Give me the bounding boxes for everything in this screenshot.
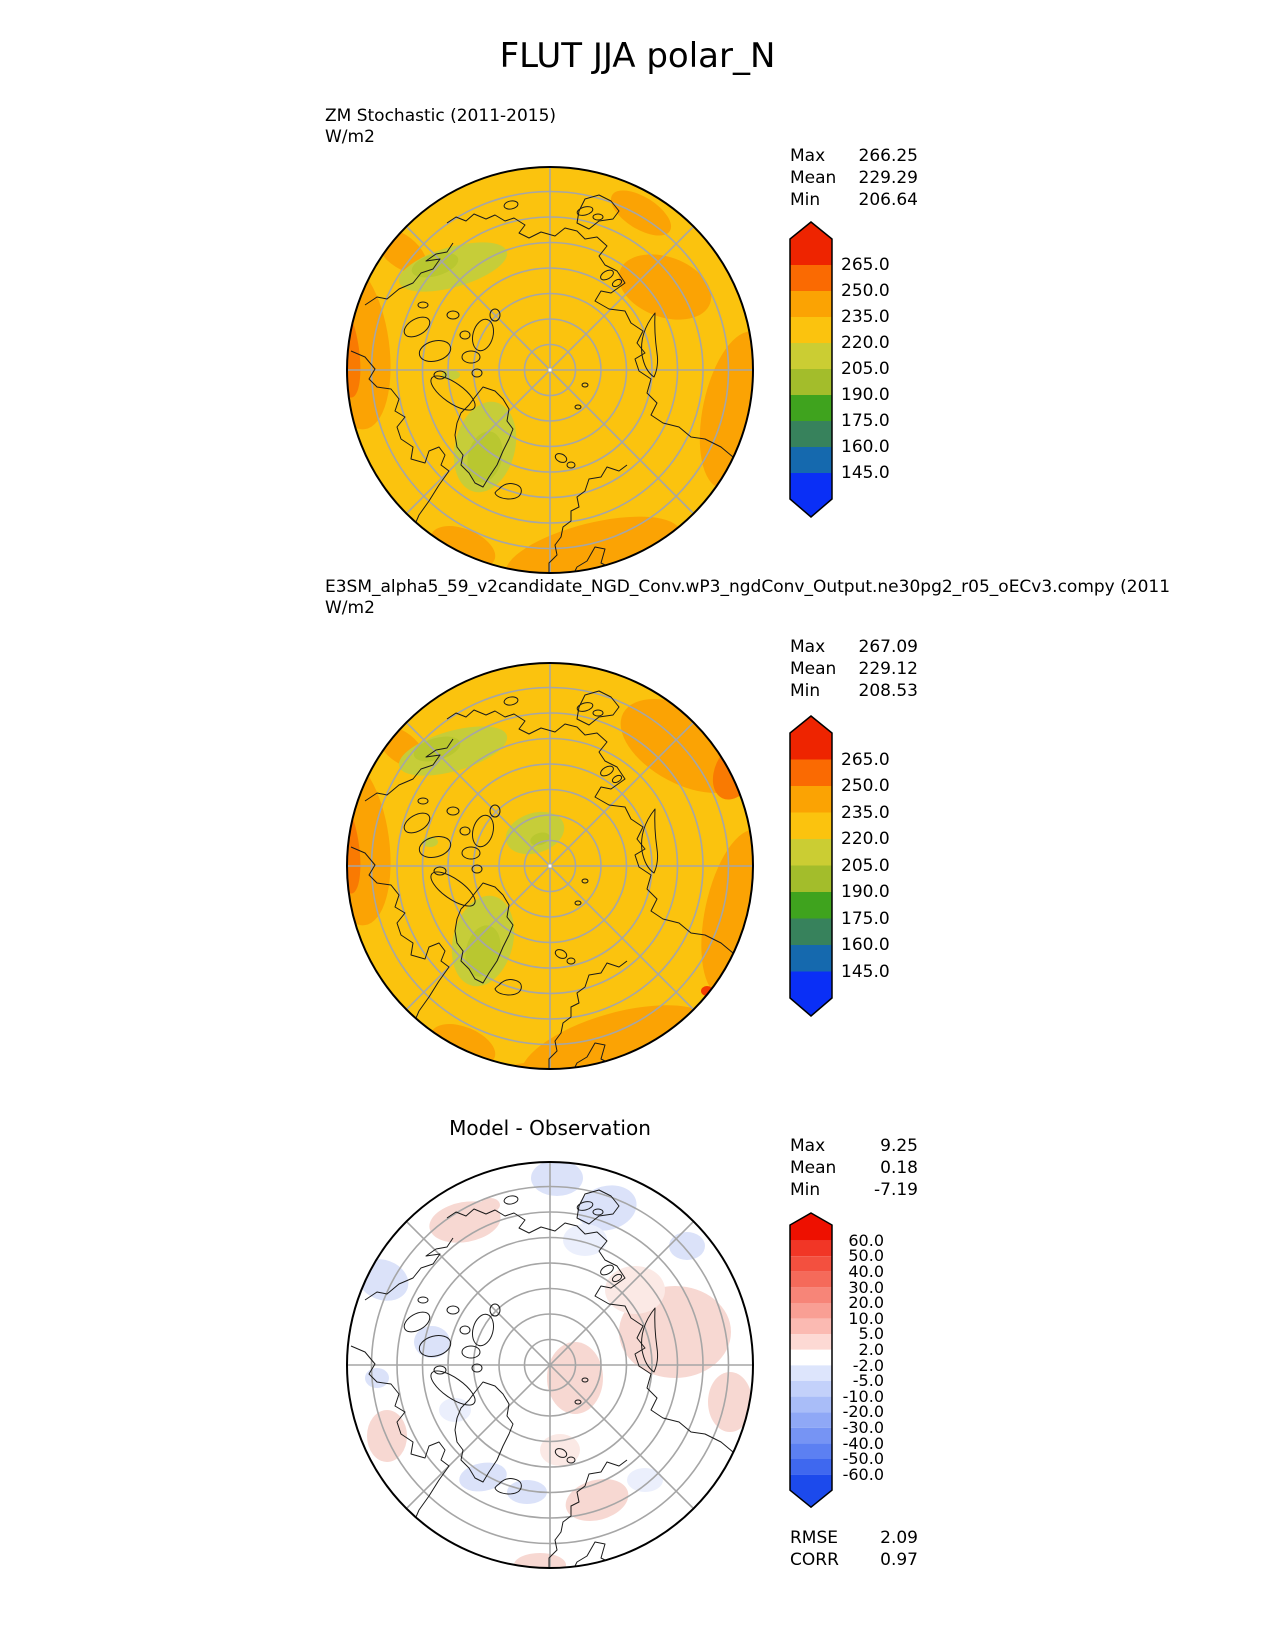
colorbar-tick-label: 190.0 bbox=[841, 385, 890, 405]
panel3-title: Model - Observation bbox=[449, 1116, 651, 1140]
stat-value: 267.09 bbox=[858, 637, 918, 657]
colorbar-tick-label: -50.0 bbox=[842, 1449, 884, 1469]
map3-graticule bbox=[347, 1162, 753, 1568]
stat-value: 0.18 bbox=[880, 1158, 918, 1178]
colorbar-tick-label: 160.0 bbox=[841, 437, 890, 457]
colorbar-tick-label: -5.0 bbox=[852, 1371, 884, 1391]
colorbar-tick-label: 2.0 bbox=[858, 1340, 884, 1359]
panel2-stats: Max 267.09 Mean 229.12 Min 208.53 bbox=[790, 636, 918, 702]
colorbar-tick-label: -40.0 bbox=[842, 1433, 884, 1453]
panel2-dataset-label: E3SM_alpha5_59_v2candidate_NGD_Conv.wP3_… bbox=[325, 577, 1171, 597]
map3-boundary bbox=[346, 1161, 754, 1569]
colorbar-svg bbox=[789, 221, 833, 518]
stat-label: Min bbox=[790, 681, 821, 701]
colorbar-tick-label: -60.0 bbox=[842, 1464, 884, 1484]
colorbar-tick-label: 30.0 bbox=[848, 1277, 884, 1297]
map2-pole-dot bbox=[548, 864, 552, 868]
panel1-units-label: W/m2 bbox=[325, 127, 375, 147]
colorbar-tick-label: 40.0 bbox=[848, 1262, 884, 1281]
colorbar-svg bbox=[789, 1212, 833, 1509]
colorbar-svg bbox=[789, 715, 833, 1017]
colorbar-tick-label: 250.0 bbox=[841, 776, 890, 796]
colorbar-tick-label: 265.0 bbox=[841, 749, 890, 770]
panel3-stats: Max 9.25 Mean 0.18 Min -7.19 bbox=[790, 1135, 918, 1201]
colorbar-tick-label: -10.0 bbox=[842, 1386, 884, 1406]
colorbar-tick-label: 175.0 bbox=[841, 908, 890, 929]
colorbar-panel2: 265.0 250.0 235.0 220.0 205.0 190.0 175.0 160.0… bbox=[789, 714, 939, 1018]
colorbar-tick-label: 220.0 bbox=[841, 333, 890, 353]
stat-value: 229.12 bbox=[858, 659, 918, 679]
panel1-stats: Max 266.25 Mean 229.29 Min 206.64 bbox=[790, 145, 918, 211]
stat-label: Max bbox=[790, 1136, 826, 1156]
metric-value: 2.09 bbox=[880, 1528, 918, 1548]
colorbar-tick-label: 60.0 bbox=[848, 1230, 884, 1250]
colorbar-tick-label: 50.0 bbox=[848, 1246, 884, 1266]
colorbar-tick-label: 235.0 bbox=[841, 307, 890, 327]
panel3-metrics: RMSE 2.09 CORR 0.97 bbox=[790, 1527, 918, 1571]
colorbar-tick-label: 5.0 bbox=[858, 1324, 884, 1344]
colorbar-tick-label: 250.0 bbox=[841, 281, 890, 301]
stat-label: Min bbox=[790, 1180, 821, 1200]
map-panel2-model bbox=[346, 662, 754, 1070]
panel2-label: E3SM_alpha5_59_v2candidate_NGD_Conv.wP3_… bbox=[325, 577, 1170, 619]
stat-value: -7.19 bbox=[874, 1180, 918, 1200]
colorbar-tick-label: -20.0 bbox=[842, 1402, 884, 1422]
stat-label: Mean bbox=[790, 1158, 837, 1178]
panel2-units-label: W/m2 bbox=[325, 598, 375, 618]
colorbar-tick-label: 205.0 bbox=[841, 359, 890, 379]
colorbar-tick-label: 235.0 bbox=[841, 802, 890, 823]
map2-boundary bbox=[346, 662, 754, 1070]
colorbar-tick-label: -30.0 bbox=[842, 1418, 884, 1437]
stat-value: 9.25 bbox=[880, 1136, 918, 1156]
map-panel1-obs bbox=[346, 166, 754, 574]
colorbar-panel1: 265.0 250.0 235.0 220.0 205.0 190.0 175.0 160.0… bbox=[789, 220, 939, 519]
colorbar-tick-label: 220.0 bbox=[841, 829, 890, 849]
colorbar-tick-label: 20.0 bbox=[848, 1293, 884, 1313]
metric-value: 0.97 bbox=[880, 1550, 918, 1570]
stat-value: 208.53 bbox=[858, 681, 918, 701]
stat-label: Mean bbox=[790, 168, 837, 188]
colorbar-tick-label: 10.0 bbox=[848, 1308, 884, 1328]
map-panel3-diff bbox=[346, 1161, 754, 1569]
metric-label: CORR bbox=[790, 1550, 839, 1570]
stat-value: 229.29 bbox=[858, 168, 918, 188]
panel1-dataset-label: ZM Stochastic (2011-2015) bbox=[325, 106, 557, 126]
map1-pole-dot bbox=[548, 368, 552, 372]
colorbar-tick-label: 160.0 bbox=[841, 935, 890, 955]
colorbar-tick-label: 265.0 bbox=[841, 255, 890, 275]
colorbar-tick-label: 175.0 bbox=[841, 411, 890, 431]
colorbar-tick-label: 205.0 bbox=[841, 855, 890, 876]
stat-value: 266.25 bbox=[858, 146, 918, 166]
stat-label: Max bbox=[790, 146, 826, 166]
figure-title: FLUT JJA polar_N bbox=[499, 36, 776, 76]
colorbar-tick-label: 145.0 bbox=[841, 463, 890, 483]
stat-value: 206.64 bbox=[858, 190, 918, 210]
stat-label: Mean bbox=[790, 659, 837, 679]
colorbar-tick-label: -2.0 bbox=[852, 1355, 884, 1375]
metric-label: RMSE bbox=[790, 1528, 839, 1548]
colorbar-panel3: 60.0 50.0 40.0 30.0 20.0 10.0 5.0 2.0 -2.0 -5.0 -1… bbox=[789, 1211, 939, 1510]
colorbar-tick-label: 190.0 bbox=[841, 882, 890, 902]
stat-label: Max bbox=[790, 637, 826, 657]
map1-boundary bbox=[346, 166, 754, 574]
colorbar-tick-label: 145.0 bbox=[841, 961, 890, 982]
stat-label: Min bbox=[790, 190, 821, 210]
panel1-label: ZM Stochastic (2011-2015) W/m2 bbox=[325, 106, 556, 148]
